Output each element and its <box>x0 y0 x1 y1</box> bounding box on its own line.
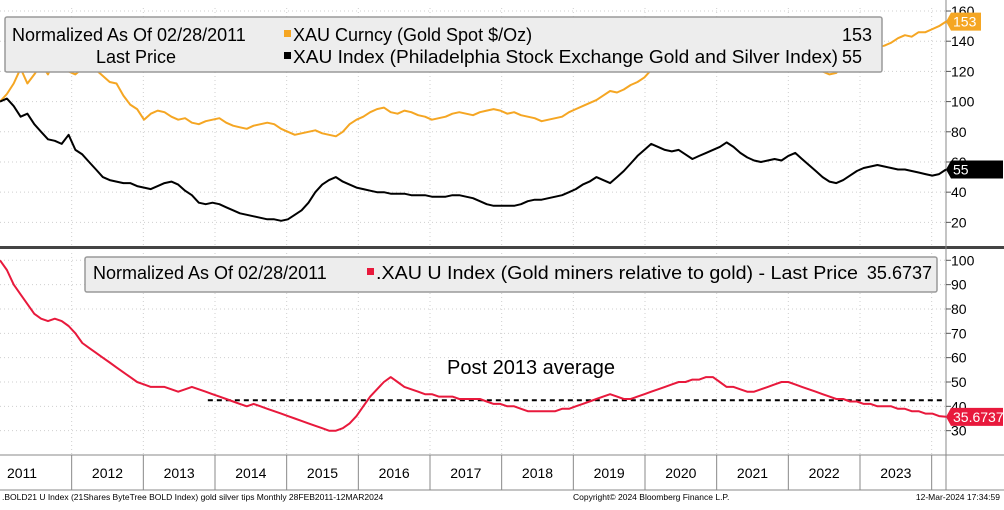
gold-last-value-tag-text: 153 <box>953 14 977 30</box>
bottom-y-tick-label: 60 <box>951 350 967 366</box>
gold-spot-legend-swatch <box>284 30 291 37</box>
x-tick-label: 2012 <box>92 465 123 481</box>
x-tick-label: 2014 <box>235 465 266 481</box>
top-y-tick-label: 40 <box>951 184 967 200</box>
panel-separator <box>0 246 1004 249</box>
x-tick-label: 2015 <box>307 465 338 481</box>
bottom-y-tick-label: 100 <box>951 252 975 268</box>
top-y-tick-label: 100 <box>951 94 975 110</box>
bottom-y-tick-label: 50 <box>951 374 967 390</box>
xau-index-legend-label: XAU Index (Philadelphia Stock Exchange G… <box>293 47 838 67</box>
gold-last-value-tag: 153 <box>946 12 981 31</box>
bottom-y-tick-label: 70 <box>951 325 967 341</box>
xau-index-legend-swatch <box>284 52 291 59</box>
xau-index-series-line <box>0 97 947 222</box>
gold-miners-legend-label: .XAU U Index (Gold miners relative to go… <box>376 263 858 283</box>
x-tick-label: 2011 <box>7 465 37 481</box>
post-2013-average-annotation: Post 2013 average <box>447 357 615 379</box>
top-legend-last-price-label: Last Price <box>96 47 176 67</box>
ratio-last-value-tag-text: 35.6737 <box>953 409 1004 425</box>
top-y-tick-label: 120 <box>951 63 975 79</box>
bottom-y-tick-label: 80 <box>951 301 967 317</box>
xau-last-value-tag: 55 <box>946 160 1003 179</box>
gold-miners-legend-last-value: 35.6737 <box>867 263 932 283</box>
bottom-y-tick-label: 90 <box>951 277 967 293</box>
bottom-legend-normalized-label: Normalized As Of 02/28/2011 <box>93 263 327 283</box>
x-tick-label: 2017 <box>450 465 481 481</box>
bottom-legend-box <box>84 256 938 293</box>
x-tick-label: 2021 <box>737 465 768 481</box>
xau-last-value-tag-text: 55 <box>953 162 969 178</box>
top-y-tick-label: 80 <box>951 124 967 140</box>
x-tick-label: 2018 <box>522 465 553 481</box>
gold-last-value-tag-bg <box>946 12 981 31</box>
footer-source-text: .BOLD21 U Index (21Shares ByteTree BOLD … <box>2 492 384 502</box>
top-y-tick-label: 140 <box>951 33 975 49</box>
top-legend-box <box>4 16 883 73</box>
gold-miners-ratio-series-line <box>0 259 947 432</box>
top-legend-normalized-label: Normalized As Of 02/28/2011 <box>12 25 246 45</box>
ratio-last-value-tag: 35.6737 <box>946 407 1004 426</box>
x-tick-label: 2022 <box>809 465 840 481</box>
gold-spot-legend-last-value: 153 <box>842 25 872 45</box>
bottom-y-tick-label: 30 <box>951 423 967 439</box>
x-tick-label: 2016 <box>379 465 410 481</box>
xau-last-value-tag-bg <box>946 160 1003 179</box>
top-y-tick-label: 20 <box>951 214 967 230</box>
gold-miners-legend-swatch <box>367 268 374 275</box>
footer-timestamp-text: 12-Mar-2024 17:34:59 <box>916 492 1000 502</box>
xau-index-legend-last-value: 55 <box>842 47 862 67</box>
x-tick-label: 2013 <box>164 465 195 481</box>
ratio-last-value-tag-bg <box>946 407 1003 426</box>
x-tick-label: 2019 <box>594 465 625 481</box>
x-tick-label: 2020 <box>665 465 696 481</box>
x-tick-label: 2023 <box>880 465 911 481</box>
footer-copyright-text: Copyright© 2024 Bloomberg Finance L.P. <box>573 492 729 502</box>
gold-spot-legend-label: XAU Curncy (Gold Spot $/Oz) <box>293 25 532 45</box>
